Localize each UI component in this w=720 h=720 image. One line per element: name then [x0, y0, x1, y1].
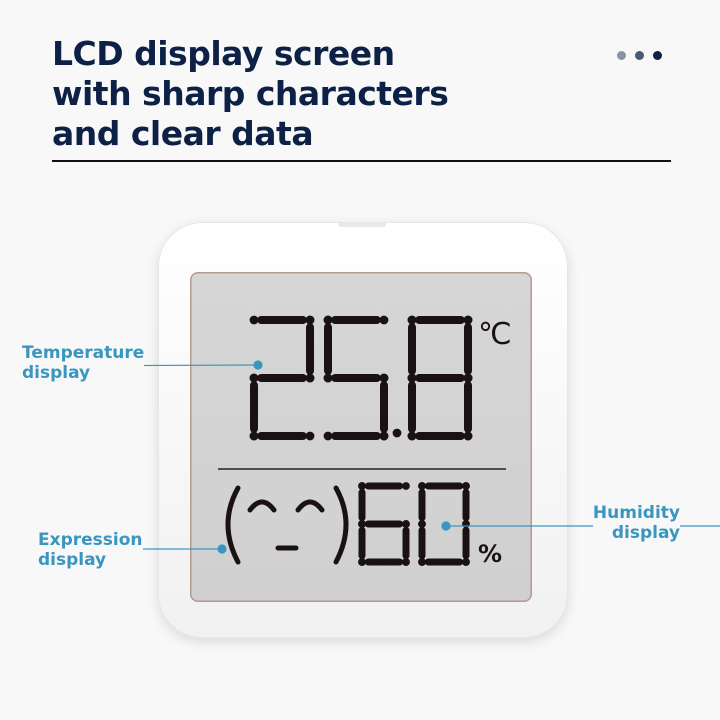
headline-line-2: with sharp characters	[52, 74, 449, 113]
humidity-readout	[358, 482, 470, 566]
headline-line-1: LCD display screen	[52, 34, 395, 73]
segment-joint	[462, 482, 470, 490]
humidity-callout-text: Humidity	[592, 503, 680, 523]
decimal-point	[392, 428, 402, 438]
segment-joint	[407, 373, 417, 383]
humidity-unit: %	[478, 540, 502, 568]
segment-joint	[379, 431, 389, 441]
segment-joint	[249, 431, 259, 441]
digit-8	[407, 315, 473, 441]
temperature-callout-text: display	[22, 363, 91, 383]
segment-joint	[358, 520, 366, 528]
segment-joint	[463, 373, 473, 383]
segment-joint	[418, 520, 426, 528]
segment-joint	[463, 315, 473, 325]
segment-joint	[418, 482, 426, 490]
segment-joint	[463, 431, 473, 441]
pagination-dot	[653, 51, 662, 60]
segment-joint	[323, 315, 333, 325]
temperature-callout-dot	[253, 360, 263, 370]
segment-joint	[379, 373, 389, 383]
headline: LCD display screen with sharp characters…	[52, 34, 449, 154]
temperature-unit: ℃	[478, 317, 512, 352]
pagination-dot	[617, 51, 626, 60]
segment-joint	[358, 482, 366, 490]
segment-joint	[402, 520, 410, 528]
pagination-dot	[635, 51, 644, 60]
segment-joint	[305, 315, 315, 325]
segment-joint	[249, 373, 259, 383]
segment-joint	[323, 373, 333, 383]
segment-joint	[418, 558, 426, 566]
segment-joint	[462, 558, 470, 566]
segment-joint	[323, 431, 333, 441]
expression-callout-text: display	[38, 550, 107, 570]
humidity-callout-text: display	[611, 523, 680, 543]
humidity-callout-label: Humidity display	[592, 503, 680, 543]
segment-joint	[407, 315, 417, 325]
digit-5	[323, 315, 389, 441]
segment-joint	[402, 482, 410, 490]
segment-joint	[407, 431, 417, 441]
segment-joint	[462, 520, 470, 528]
segment-joint	[305, 373, 315, 383]
pagination-dots	[617, 51, 662, 60]
temperature-readout	[249, 315, 473, 441]
expression-callout-text: Expression	[38, 530, 143, 550]
segment-joint	[402, 558, 410, 566]
expression-callout-dot	[217, 544, 227, 554]
expression-callout-label: Expression display	[38, 530, 143, 570]
device-top-button	[338, 222, 386, 227]
expression-face	[225, 485, 349, 565]
divider	[52, 160, 671, 162]
segment-joint	[305, 431, 315, 441]
segment-joint	[358, 558, 366, 566]
temperature-callout-label: Temperature display	[22, 343, 145, 385]
segment-joint	[379, 315, 389, 325]
headline-line-3: and clear data	[52, 114, 314, 153]
digit-2	[249, 315, 315, 441]
digit-6	[358, 482, 410, 566]
humidity-callout-dot	[441, 521, 451, 531]
segment-joint	[249, 315, 259, 325]
temperature-callout-text: Temperature	[22, 343, 145, 363]
